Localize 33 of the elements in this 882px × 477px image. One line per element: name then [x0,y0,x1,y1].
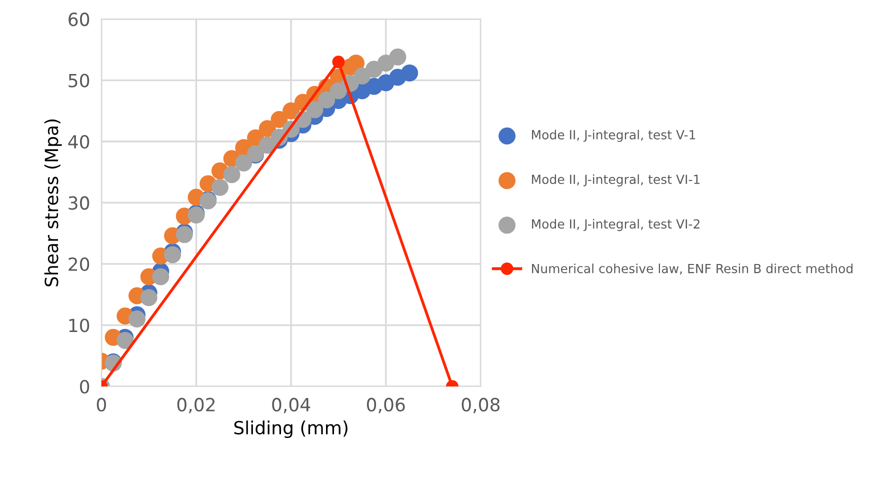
point [401,64,418,82]
point [116,332,134,349]
point [211,178,228,196]
point [235,154,252,172]
y-tick-label: 60 [68,12,90,26]
point [332,56,345,68]
point [318,91,336,108]
y-tick-label: 40 [68,134,90,149]
point [389,48,406,66]
y-tick-label: 50 [68,74,90,88]
point [164,246,182,264]
y-tick-label: 30 [68,196,90,210]
point [140,289,158,306]
point [330,82,347,100]
point [223,166,240,184]
x-tick-label: 0 [96,398,106,412]
x-tick-label: 0,08 [462,398,500,414]
y-tick-label: 20 [68,257,90,272]
x-tick-label: 0,02 [177,398,215,414]
legend-label: Numerical cohesive law, ENF Resin B direct method [532,264,852,275]
legend-label: Mode II, J-integral, test VI-1 [532,174,700,186]
point [152,268,170,286]
x-tick-label: 0,06 [366,398,405,414]
y-tick-label: 0 [80,380,90,394]
x-axis-title: Sliding (mm) [234,420,348,438]
y-tick-label: 10 [69,318,90,332]
point [306,101,324,118]
y-axis-title: Shear stress (Mpa) [44,119,62,286]
legend-label: Mode II, J-integral, test V-1 [532,130,696,142]
x-tick-label: 0,04 [272,398,310,414]
legend-label: Mode II, J-integral, test VI-2 [532,218,700,232]
point [128,310,146,328]
point [270,110,288,128]
